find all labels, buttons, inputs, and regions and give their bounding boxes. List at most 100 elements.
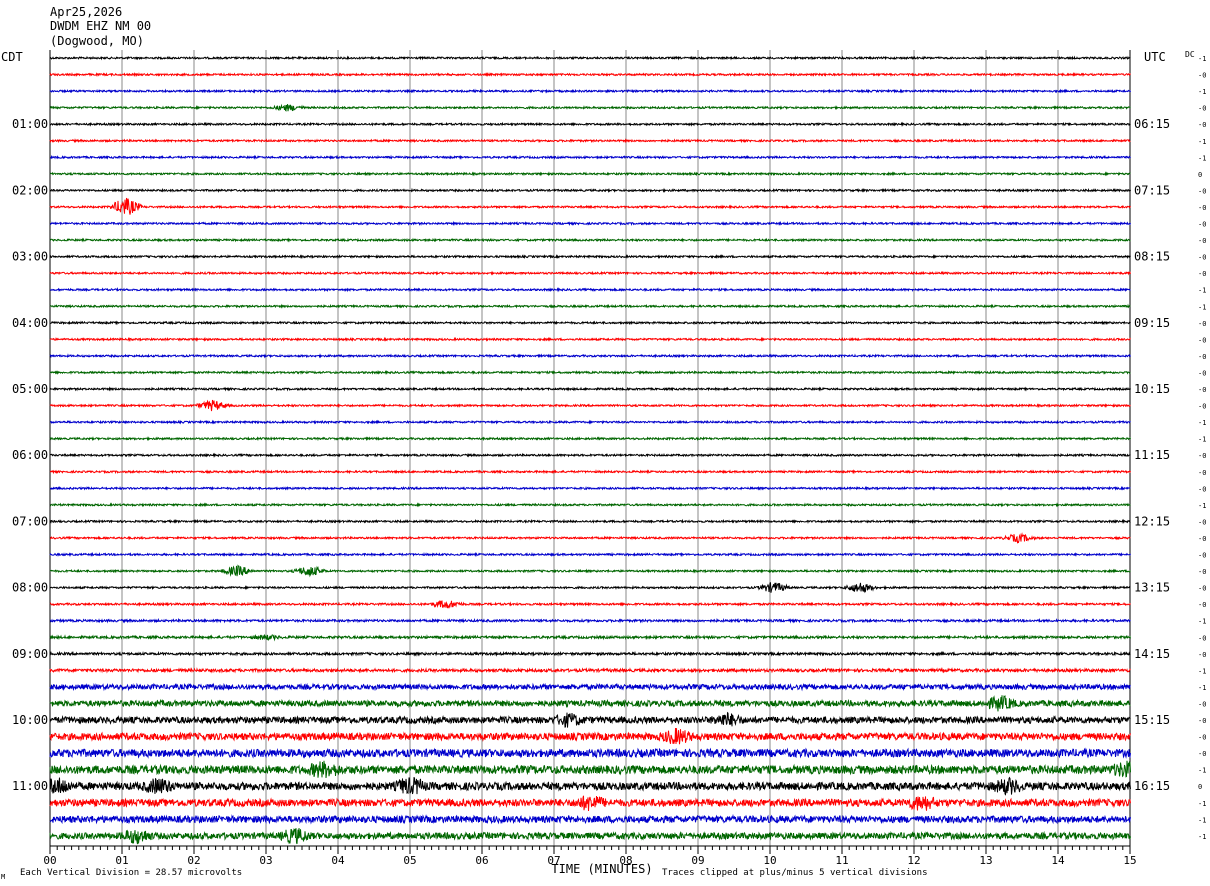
dc-offset-label: -0 <box>1198 105 1206 113</box>
dc-offset-label: -0 <box>1198 717 1206 725</box>
dc-offset-label: -0 <box>1198 469 1206 477</box>
dc-offset-label: -1 <box>1198 419 1206 427</box>
seismic-trace <box>49 254 1131 260</box>
dc-offset-label: -0 <box>1198 634 1206 642</box>
seismic-traces <box>49 55 1131 845</box>
left-hour-label: 02:00 <box>12 183 48 197</box>
dc-offset-label: -0 <box>1198 601 1206 609</box>
x-tick-label: 13 <box>979 854 992 867</box>
seismic-trace <box>49 747 1131 759</box>
seismic-trace <box>50 532 1131 544</box>
x-tick-label: 08 <box>619 854 632 867</box>
seismic-trace <box>49 237 1131 243</box>
corner-mark: M <box>1 873 5 881</box>
seismic-trace <box>49 336 1131 342</box>
left-hour-label: 03:00 <box>12 250 48 264</box>
dc-offset-label: -0 <box>1198 187 1206 195</box>
seismic-trace <box>49 187 1131 193</box>
seismic-trace <box>49 634 1131 642</box>
dc-offset-label: -1 <box>1198 88 1206 96</box>
dc-offset-label: -0 <box>1198 336 1206 344</box>
seismic-trace <box>49 121 1131 127</box>
x-tick-label: 00 <box>43 854 56 867</box>
seismic-trace <box>49 103 1131 112</box>
right-hour-label: 08:15 <box>1134 250 1170 264</box>
seismic-trace <box>49 813 1131 825</box>
seismic-trace <box>49 600 1131 609</box>
dc-offset-label: -1 <box>1198 684 1206 692</box>
right-hour-label: 12:15 <box>1134 514 1170 528</box>
dc-offset-label: -1 <box>1198 287 1206 295</box>
seismic-trace <box>49 776 1131 796</box>
header-location: (Dogwood, MO) <box>50 34 144 48</box>
footer-scale-note: Each Vertical Division = 28.57 microvolt… <box>20 868 242 878</box>
dc-offset-label: -0 <box>1198 585 1206 593</box>
dc-offset-label: -1 <box>1198 667 1206 675</box>
dc-offset-label: -0 <box>1198 403 1206 411</box>
header-station: DWDM EHZ NM 00 <box>50 19 151 33</box>
dc-offset-label: -1 <box>1198 618 1206 626</box>
left-hour-label: 06:00 <box>12 448 48 462</box>
dc-offset-label: -0 <box>1198 700 1206 708</box>
dc-offset-label: -0 <box>1198 353 1206 361</box>
dc-offset-label: -0 <box>1198 237 1206 245</box>
left-timezone-label: CDT <box>1 50 23 64</box>
dc-offset-label: -1 <box>1198 767 1206 775</box>
right-hour-label: 09:15 <box>1134 316 1170 330</box>
x-tick-label: 05 <box>403 854 416 867</box>
left-hour-label: 04:00 <box>12 316 48 330</box>
dc-offset-label: -1 <box>1198 138 1206 146</box>
seismic-trace <box>49 502 1131 508</box>
dc-offset-label: 0 <box>1198 783 1202 791</box>
seismic-trace <box>49 320 1131 326</box>
x-tick-label: 15 <box>1123 854 1136 867</box>
right-hour-label: 10:15 <box>1134 382 1170 396</box>
dc-offset-label: -0 <box>1198 121 1206 129</box>
seismic-trace <box>49 711 1131 728</box>
dc-offset-label: -0 <box>1198 72 1206 80</box>
dc-offset-label: -1 <box>1198 154 1206 162</box>
right-hour-label: 06:15 <box>1134 117 1170 131</box>
right-timezone-label: UTC <box>1144 50 1166 64</box>
seismic-trace <box>49 485 1131 491</box>
dc-label: DC <box>1185 50 1195 59</box>
seismic-trace <box>49 171 1131 177</box>
seismic-trace <box>49 564 1131 578</box>
seismic-trace <box>49 795 1131 812</box>
left-hour-label: 11:00 <box>12 779 48 793</box>
dc-offset-label: -1 <box>1198 816 1206 824</box>
seismic-trace <box>50 582 1131 594</box>
left-hour-label: 10:00 <box>12 713 48 727</box>
seismic-trace <box>49 353 1131 359</box>
seismic-trace <box>49 518 1131 525</box>
left-hour-label: 05:00 <box>12 382 48 396</box>
seismic-trace <box>49 386 1131 392</box>
footer-clip-note: Traces clipped at plus/minus 5 vertical … <box>662 868 928 878</box>
left-hour-label: 01:00 <box>12 117 48 131</box>
seismic-trace <box>49 682 1131 692</box>
seismic-trace <box>49 55 1131 61</box>
seismic-trace <box>50 287 1131 293</box>
seismic-trace <box>49 303 1131 309</box>
dc-offset-label: -1 <box>1198 303 1206 311</box>
right-hour-label: 11:15 <box>1134 448 1170 462</box>
seismic-trace <box>49 419 1131 425</box>
right-hour-label: 15:15 <box>1134 713 1170 727</box>
left-hour-label: 09:00 <box>12 647 48 661</box>
seismic-trace <box>50 154 1131 161</box>
x-tick-label: 11 <box>835 854 848 867</box>
x-tick-label: 09 <box>691 854 704 867</box>
seismic-trace <box>49 72 1131 78</box>
seismic-trace <box>49 436 1131 442</box>
right-hour-label: 16:15 <box>1134 779 1170 793</box>
dc-offset-label: -0 <box>1198 204 1206 212</box>
seismic-trace <box>49 452 1131 458</box>
dc-offset-label: 0 <box>1198 171 1202 179</box>
seismic-trace <box>49 551 1131 558</box>
dc-offset-label: -0 <box>1198 320 1206 328</box>
dc-offset-label: -0 <box>1198 270 1206 278</box>
seismic-trace <box>49 727 1131 745</box>
dc-offset-label: -0 <box>1198 518 1206 526</box>
seismic-trace <box>49 617 1131 624</box>
